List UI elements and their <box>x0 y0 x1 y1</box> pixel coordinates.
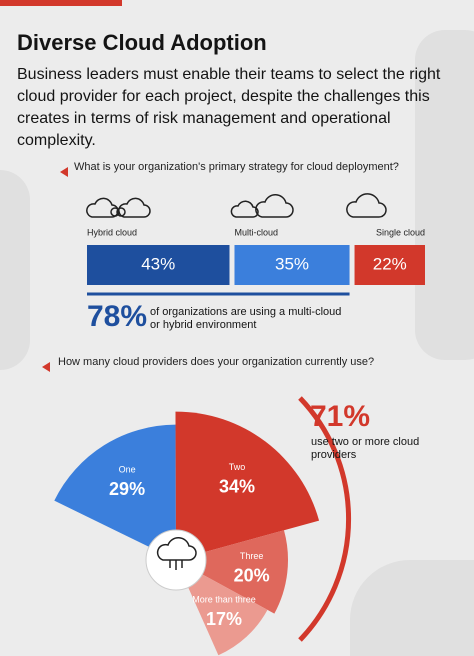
rose-wedge <box>54 424 177 560</box>
accent-bar <box>0 0 122 6</box>
category-label: One <box>119 464 136 474</box>
callout-text: of organizations are using a multi-cloud… <box>150 306 342 331</box>
bar-segment <box>234 245 350 285</box>
question: What is your organization's primary stra… <box>74 161 399 173</box>
decor <box>350 560 474 656</box>
question: How many cloud providers does your organ… <box>58 356 374 368</box>
subtitle: Business leaders must enable their teams… <box>17 66 441 149</box>
value-label: 22% <box>373 254 407 273</box>
callout-arc <box>298 396 351 642</box>
value-label: 20% <box>234 566 270 586</box>
value-label: 17% <box>206 609 242 629</box>
category-label: Three <box>240 551 264 561</box>
value-label: 35% <box>275 254 309 273</box>
rose-wedge <box>176 560 268 656</box>
rose-wedge <box>176 530 289 614</box>
category-label: Multi-cloud <box>234 227 278 237</box>
bullet <box>60 167 68 177</box>
category-label: More than three <box>192 594 256 604</box>
decor <box>0 170 30 370</box>
bullet <box>42 362 50 372</box>
decor <box>415 30 474 360</box>
cloud-glyph <box>156 537 197 570</box>
callout-value: 78% <box>87 300 147 333</box>
value-label: 29% <box>109 479 145 499</box>
value-label: 43% <box>141 254 175 273</box>
bar-segment <box>354 245 425 285</box>
rose-wedge <box>175 411 320 560</box>
title: Diverse Cloud Adoption <box>17 30 267 55</box>
cloud-icons <box>86 193 387 218</box>
category-label: Hybrid cloud <box>87 227 137 237</box>
category-label: Single cloud <box>376 227 425 237</box>
bar-segment <box>87 245 230 285</box>
callout-text: use two or more cloud providers <box>311 436 420 461</box>
value-label: 34% <box>219 476 255 496</box>
callout-value: 71% <box>310 400 370 433</box>
category-label: Two <box>229 462 246 472</box>
